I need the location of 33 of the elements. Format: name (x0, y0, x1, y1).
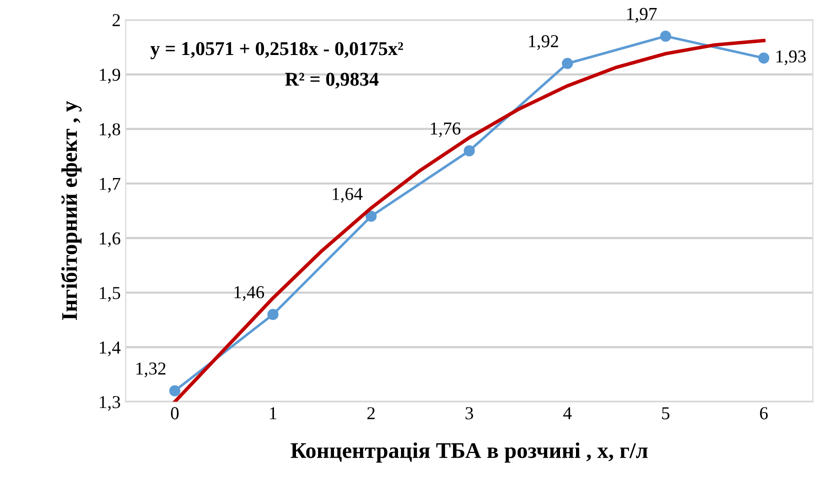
data-label: 1,32 (136, 362, 166, 378)
point (366, 210, 377, 222)
y-tick-label: 2 (112, 14, 120, 26)
x-tick-label: 4 (563, 407, 572, 420)
y-tick-label: 1,9 (100, 68, 120, 84)
data-label: 1,76 (430, 122, 460, 138)
annotation: R² = 0,9834 (285, 72, 379, 89)
point (169, 385, 180, 396)
data-label: 1,93 (776, 50, 806, 66)
data-label: 1,97 (627, 8, 657, 23)
point (267, 308, 279, 320)
y-tick-label: 1,3 (100, 396, 120, 411)
point (562, 58, 573, 70)
data-label: 1,46 (234, 286, 264, 301)
x-tick-label: 5 (662, 407, 670, 420)
y-tick-label: 1,4 (100, 342, 121, 356)
data-label: 1,92 (529, 35, 558, 50)
x-tick-label: 1 (270, 407, 276, 420)
data-label: 1,64 (332, 188, 362, 203)
y-tick-label: 1,7 (100, 178, 120, 193)
x-tick-label: 3 (466, 407, 474, 420)
x-tick-label: 0 (170, 407, 179, 420)
y-tick-label: 1,8 (100, 123, 120, 138)
x-tick-label: 2 (367, 407, 375, 420)
x-axis-title: Концентрація ТБА в розчині , x, г/л (290, 442, 648, 463)
y-axis-title: Інгібіторний ефект , y (60, 101, 82, 320)
x-tick-label: 6 (760, 407, 768, 420)
point (660, 30, 672, 42)
annotation: y = 1,0571 + 0,2518x - 0,0175x² (150, 42, 404, 60)
point (758, 52, 770, 64)
y-tick-label: 1,5 (100, 286, 120, 302)
point (464, 145, 475, 156)
y-tick-label: 1,6 (100, 232, 120, 248)
